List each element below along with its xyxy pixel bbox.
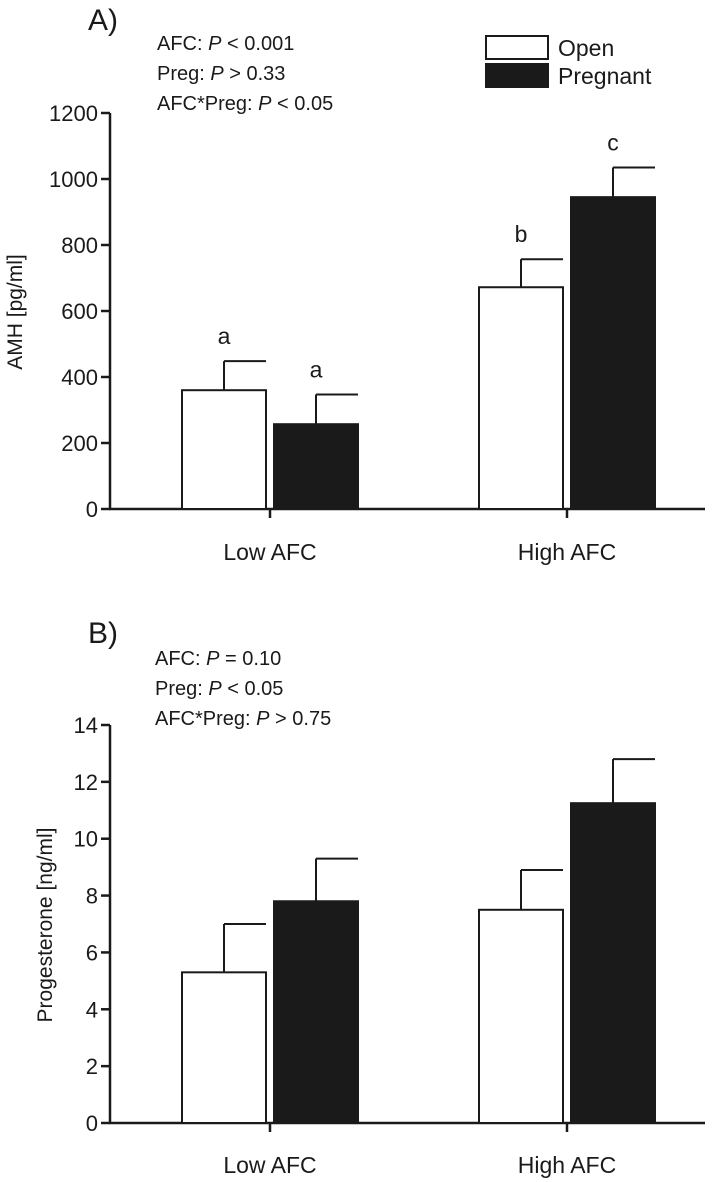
legend-label: Pregnant bbox=[558, 63, 652, 89]
stat-value: < 0.05 bbox=[272, 93, 334, 115]
legend-swatch-pregnant bbox=[485, 63, 549, 88]
legend-swatch-open bbox=[485, 35, 549, 60]
bar-pregnant bbox=[273, 423, 359, 510]
panel-label: B) bbox=[88, 617, 118, 650]
significance-letter: c bbox=[607, 129, 619, 155]
stat-p-symbol: P bbox=[208, 678, 222, 700]
stat-value: < 0.05 bbox=[222, 678, 284, 700]
y-tick-label: 8 bbox=[86, 884, 98, 909]
y-axis-label: Progesterone [ng/ml] bbox=[34, 828, 57, 1023]
y-tick-label: 2 bbox=[86, 1054, 98, 1079]
stat-prefix: AFC: bbox=[155, 648, 206, 670]
bar-open bbox=[478, 286, 564, 510]
stat-p-symbol: P bbox=[210, 63, 224, 85]
y-tick-label: 1000 bbox=[49, 167, 98, 192]
stat-prefix: AFC*Preg: bbox=[157, 93, 258, 115]
stat-p-symbol: P bbox=[208, 33, 222, 55]
stat-value: = 0.10 bbox=[219, 648, 281, 670]
y-tick-label: 6 bbox=[86, 940, 98, 965]
stat-value: > 0.75 bbox=[270, 708, 332, 730]
bar-open bbox=[181, 971, 267, 1124]
x-tick-label: Low AFC bbox=[223, 539, 316, 565]
y-tick-label: 200 bbox=[61, 431, 98, 456]
stat-prefix: Preg: bbox=[155, 678, 208, 700]
stat-prefix: AFC*Preg: bbox=[155, 708, 256, 730]
bar-open bbox=[478, 908, 564, 1124]
stat-line: AFC: P < 0.001 bbox=[157, 33, 294, 55]
significance-letter: a bbox=[218, 323, 231, 349]
bar-pregnant bbox=[570, 802, 656, 1125]
stat-value: < 0.001 bbox=[221, 33, 294, 55]
x-tick-label: High AFC bbox=[518, 1152, 616, 1178]
stat-p-symbol: P bbox=[206, 648, 220, 670]
stat-p-symbol: P bbox=[256, 708, 270, 730]
y-axis-label: AMH [pg/ml] bbox=[4, 254, 27, 370]
bar-open bbox=[181, 389, 267, 511]
y-tick-label: 0 bbox=[86, 1111, 98, 1136]
stat-value: > 0.33 bbox=[224, 63, 286, 85]
stat-prefix: Preg: bbox=[157, 63, 210, 85]
y-tick-label: 0 bbox=[86, 497, 98, 522]
y-tick-label: 14 bbox=[74, 713, 98, 738]
y-tick-label: 800 bbox=[61, 233, 98, 258]
bar-pregnant bbox=[273, 900, 359, 1124]
x-tick-label: Low AFC bbox=[223, 1152, 316, 1178]
legend-label: Open bbox=[558, 35, 614, 61]
stat-p-symbol: P bbox=[258, 93, 272, 115]
stat-line: AFC: P = 0.10 bbox=[155, 648, 281, 670]
panel-label: A) bbox=[88, 4, 118, 37]
stat-prefix: AFC: bbox=[157, 33, 208, 55]
stat-line: Preg: P > 0.33 bbox=[157, 63, 285, 85]
stat-line: Preg: P < 0.05 bbox=[155, 678, 283, 700]
y-tick-label: 400 bbox=[61, 365, 98, 390]
y-tick-label: 4 bbox=[86, 997, 98, 1022]
significance-letter: b bbox=[515, 221, 528, 247]
y-tick-label: 10 bbox=[74, 827, 98, 852]
panel-a: A) AFC: P < 0.001 Preg: P > 0.33 AFC*Preg: … bbox=[4, 4, 705, 565]
panel-b: B) AFC: P = 0.10 Preg: P < 0.05 AFC*Preg: P… bbox=[34, 617, 705, 1178]
x-tick-label: High AFC bbox=[518, 539, 616, 565]
stat-line: AFC*Preg: P > 0.75 bbox=[155, 708, 331, 730]
y-tick-label: 12 bbox=[74, 770, 98, 795]
y-tick-label: 600 bbox=[61, 299, 98, 324]
y-tick-label: 1200 bbox=[49, 101, 98, 126]
bar-pregnant bbox=[570, 196, 656, 510]
stat-line: AFC*Preg: P < 0.05 bbox=[157, 93, 333, 115]
significance-letter: a bbox=[310, 356, 323, 382]
